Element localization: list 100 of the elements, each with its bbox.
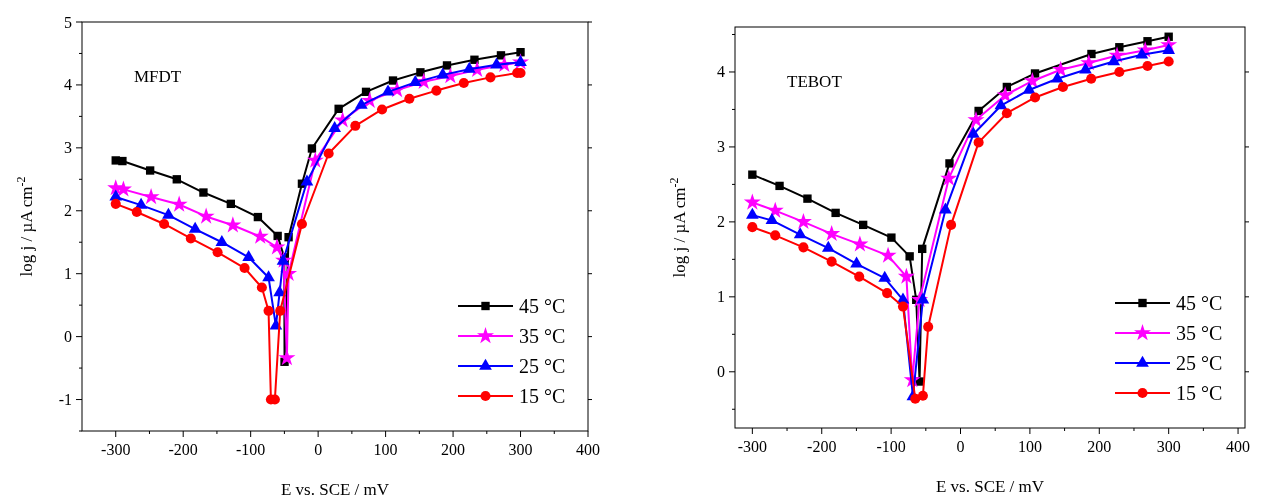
x-tick-label: 300 xyxy=(1156,438,1181,455)
point xyxy=(388,76,398,85)
point xyxy=(1022,82,1036,94)
point xyxy=(743,193,761,210)
point xyxy=(142,187,160,205)
point xyxy=(212,247,223,258)
point xyxy=(916,292,930,304)
x-axis-title: E vs. SCE / mV xyxy=(280,480,390,499)
point xyxy=(765,213,779,225)
point xyxy=(918,244,927,254)
point xyxy=(131,206,142,218)
point xyxy=(404,93,415,104)
point xyxy=(854,271,865,282)
point xyxy=(973,137,984,148)
point xyxy=(256,282,267,293)
x-tick-label: -300 xyxy=(737,438,768,455)
legend-label: 45 °C xyxy=(1176,292,1223,314)
point xyxy=(442,61,452,70)
point xyxy=(185,233,196,244)
point xyxy=(1135,47,1149,59)
point xyxy=(251,227,269,244)
point xyxy=(831,208,840,218)
point xyxy=(431,85,442,96)
point xyxy=(1142,60,1153,72)
point xyxy=(1079,62,1092,74)
y-tick-label: 2 xyxy=(717,213,725,231)
point xyxy=(118,156,127,166)
point xyxy=(1114,66,1125,78)
point xyxy=(794,212,812,230)
point xyxy=(939,202,952,214)
point xyxy=(328,121,342,133)
point xyxy=(770,230,781,241)
legend-label: 25 °C xyxy=(1176,352,1223,374)
point xyxy=(945,159,954,168)
point xyxy=(376,104,388,115)
point xyxy=(145,166,155,175)
point xyxy=(350,120,361,131)
point xyxy=(1107,54,1121,66)
point xyxy=(879,246,897,263)
point xyxy=(775,181,784,191)
point xyxy=(1029,92,1041,103)
x-axis-title: E vs. SCE / mV xyxy=(935,477,1045,496)
point xyxy=(110,198,121,209)
point xyxy=(263,305,274,316)
point xyxy=(416,68,425,77)
point xyxy=(850,256,863,268)
point xyxy=(745,207,759,219)
x-tick-label: 200 xyxy=(441,441,466,458)
annotation: MFDT xyxy=(134,67,182,86)
point xyxy=(170,195,188,212)
point xyxy=(242,249,255,261)
point xyxy=(1087,49,1096,59)
x-tick-label: -200 xyxy=(168,441,198,458)
point xyxy=(793,227,807,239)
y-tick-label: 0 xyxy=(717,363,725,381)
x-tick-label: -100 xyxy=(236,441,266,458)
point xyxy=(199,188,208,197)
annotation: TEBOT xyxy=(787,72,843,91)
point xyxy=(1023,72,1041,89)
y-tick-label: 2 xyxy=(64,202,72,220)
point xyxy=(887,233,896,242)
point xyxy=(1163,56,1174,67)
point xyxy=(224,216,242,233)
x-tick-label: 200 xyxy=(1087,438,1112,455)
x-tick-label: 100 xyxy=(373,441,398,458)
point xyxy=(262,270,275,282)
y-tick-label: 4 xyxy=(64,76,72,94)
point xyxy=(940,169,958,186)
point xyxy=(1143,37,1152,46)
y-tick-label: 0 xyxy=(64,328,72,346)
point xyxy=(967,110,985,128)
y-tick-label: 4 xyxy=(717,63,725,81)
point xyxy=(803,194,812,203)
point xyxy=(946,219,957,230)
point xyxy=(323,148,334,159)
point xyxy=(496,51,506,60)
x-tick-label: 100 xyxy=(1017,438,1042,455)
point xyxy=(334,104,343,114)
point xyxy=(159,218,170,230)
point xyxy=(1162,42,1176,54)
legend-label: 15 °C xyxy=(1176,382,1223,404)
point xyxy=(823,224,841,242)
legend-label: 45 °C xyxy=(519,295,566,317)
point xyxy=(253,212,263,222)
point xyxy=(905,252,914,261)
y-tick-label: -1 xyxy=(58,391,72,409)
point xyxy=(766,201,784,218)
point xyxy=(798,242,809,253)
point xyxy=(162,207,175,219)
point xyxy=(485,72,496,83)
y-tick-label: 3 xyxy=(717,138,725,156)
point xyxy=(910,393,921,404)
point xyxy=(307,144,317,153)
legend-label: 15 °C xyxy=(519,385,566,407)
point xyxy=(408,75,422,87)
point xyxy=(268,238,286,255)
y-tick-label: 5 xyxy=(64,13,72,31)
point xyxy=(966,126,980,138)
x-tick-label: 400 xyxy=(1226,438,1251,455)
point xyxy=(974,106,983,116)
